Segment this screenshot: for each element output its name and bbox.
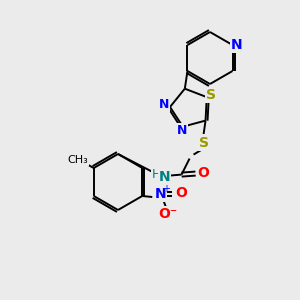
Text: O: O	[198, 166, 209, 180]
Text: N: N	[159, 98, 169, 112]
Text: N: N	[154, 187, 166, 201]
Text: H: H	[152, 168, 161, 181]
Text: N: N	[159, 169, 170, 184]
Text: O⁻: O⁻	[159, 207, 178, 221]
Text: CH₃: CH₃	[68, 155, 88, 165]
Text: N: N	[177, 124, 187, 137]
Text: S: S	[206, 88, 216, 102]
Text: O: O	[175, 186, 187, 200]
Text: +: +	[162, 184, 170, 194]
Text: S: S	[199, 136, 208, 150]
Text: N: N	[231, 38, 242, 52]
